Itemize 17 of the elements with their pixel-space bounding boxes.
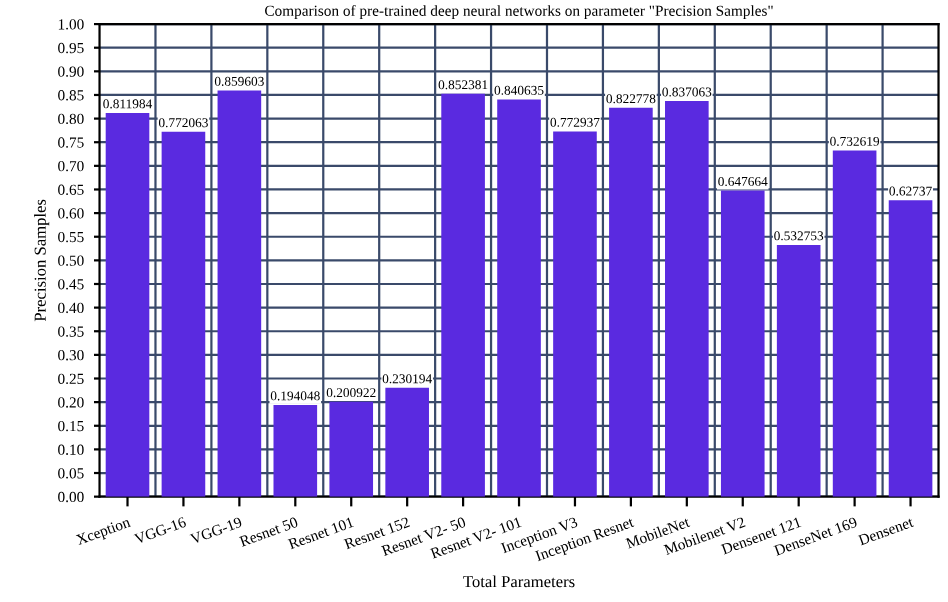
bar	[665, 101, 709, 497]
bar	[385, 387, 429, 497]
bar	[832, 150, 877, 497]
bar	[553, 131, 597, 497]
bar	[441, 93, 485, 497]
x-axis-title: Total Parameters	[463, 575, 575, 588]
bar	[776, 244, 821, 497]
bar	[217, 90, 262, 497]
bar	[497, 99, 541, 497]
bar	[273, 404, 318, 497]
bar	[720, 190, 765, 497]
bar	[329, 401, 374, 497]
bar	[161, 131, 206, 497]
bar	[888, 200, 933, 497]
y-axis-title: Precision Samples	[34, 199, 50, 322]
bar	[105, 112, 150, 497]
bar	[609, 107, 653, 497]
